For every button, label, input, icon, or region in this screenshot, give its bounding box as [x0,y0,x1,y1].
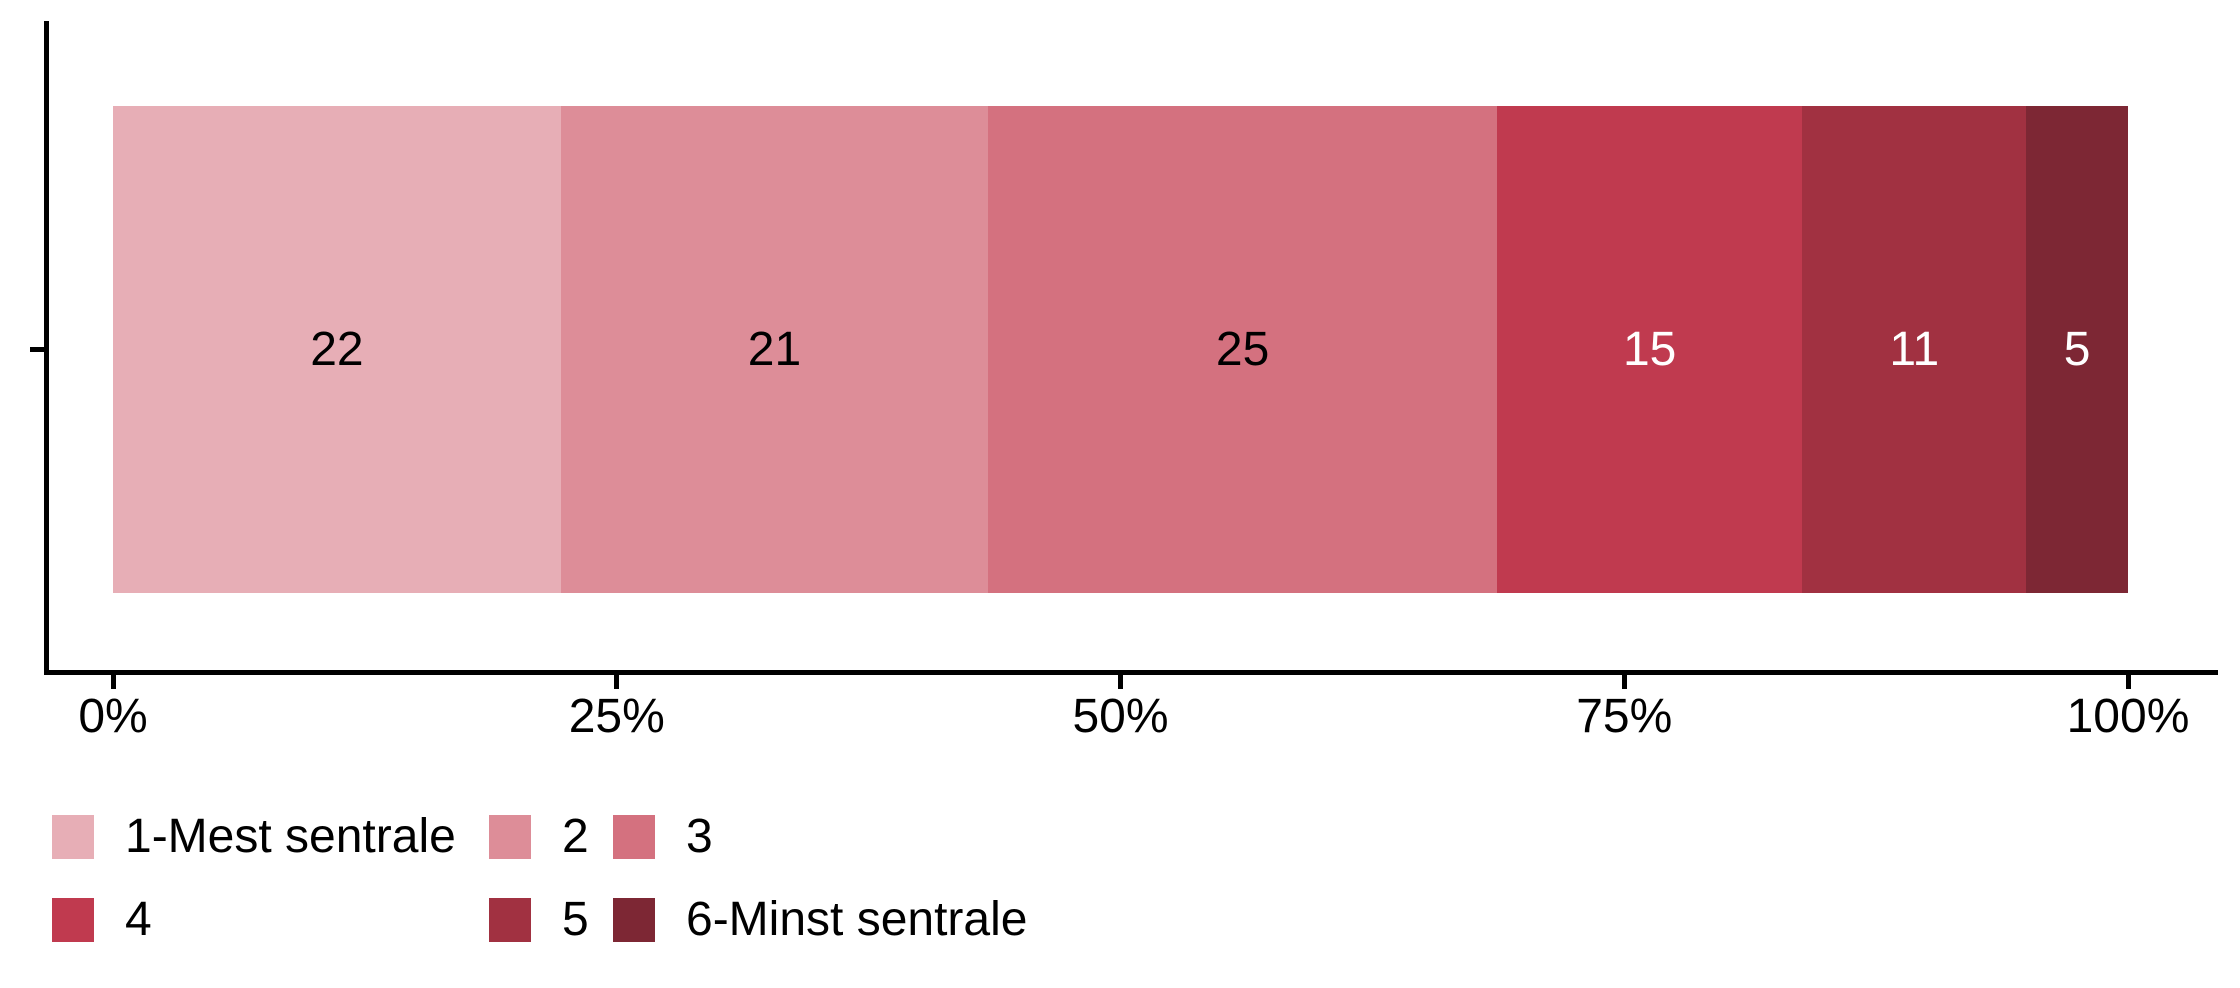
x-axis-tick [1621,675,1627,689]
bar-segment-value: 11 [1889,322,1940,376]
legend-color-swatch [489,898,531,942]
bar-segment: 15 [1497,106,1803,593]
legend-color-swatch [613,815,655,859]
y-axis-tick [30,347,44,352]
bar-segment: 21 [560,106,989,593]
x-axis-tick-label: 25% [568,690,665,743]
legend-item: 4 [52,893,152,946]
legend-item: 5 [489,893,589,946]
bar-segment-value: 5 [2063,322,2091,376]
legend-item: 2 [489,810,589,863]
y-axis-line [44,21,49,674]
x-axis-line [44,670,2218,675]
legend-color-swatch [489,815,531,859]
legend-label: 5 [562,893,589,946]
legend-label: 4 [125,893,152,946]
legend-item: 1-Mest sentrale [52,810,456,863]
bar-segment: 25 [988,106,1498,593]
legend-label: 3 [686,810,713,863]
legend-label: 1-Mest sentrale [125,810,456,863]
x-axis-tick [110,675,116,689]
legend-item: 6-Minst sentrale [613,893,1028,946]
legend-color-swatch [52,898,94,942]
bar-segment-value: 21 [747,322,802,376]
x-axis-tick [1118,675,1123,689]
legend-label: 6-Minst sentrale [686,893,1028,946]
bar-segment: 22 [113,106,561,593]
bar-segment-value: 15 [1622,322,1677,376]
legend-color-swatch [52,815,94,859]
x-axis-tick-label: 100% [2066,690,2190,743]
legend-color-swatch [613,898,655,942]
x-axis-tick [2125,675,2131,689]
bar-segment: 5 [2026,106,2128,593]
x-axis-tick-label: 50% [1072,690,1169,743]
legend-item: 3 [613,810,713,863]
x-axis-tick [614,675,620,689]
x-axis-tick-label: 0% [78,690,148,743]
x-axis-tick-label: 75% [1576,690,1673,743]
bar-segment-value: 25 [1215,322,1270,376]
stacked-bar: 22 21 25 15 11 5 [113,106,2128,593]
bar-segment-value: 22 [310,322,364,376]
legend-label: 2 [562,810,589,863]
bar-segment: 11 [1802,106,2027,593]
